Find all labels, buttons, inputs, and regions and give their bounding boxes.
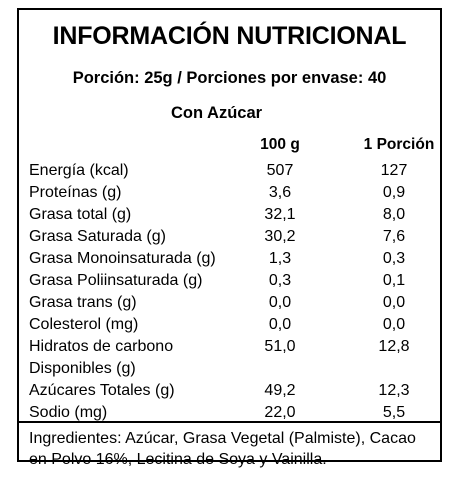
nutrient-name: Grasa total (g) (29, 206, 132, 223)
value-100g: 0,3 (268, 272, 292, 289)
nutrient-row: Energía (kcal) 507 127 (29, 160, 439, 182)
nutrient-name: Sodio (mg) (29, 404, 108, 421)
nutrition-label: INFORMACIÓN NUTRICIONAL Porción: 25g / P… (17, 8, 442, 468)
nutrient-row: Grasa Monoinsaturada (g) 1,3 0,3 (29, 248, 439, 270)
column-header-portion: 1 Porción (363, 136, 435, 153)
nutrient-row: Hidratos de carbono 51,0 12,8 (29, 336, 439, 358)
nutrient-row: Grasa Poliinsaturada (g) 0,3 0,1 (29, 270, 439, 292)
nutrient-name: Proteínas (g) (29, 184, 122, 201)
value-portion: 7,6 (382, 228, 406, 245)
value-100g: 0,0 (268, 316, 292, 333)
nutrient-name: Grasa Poliinsaturada (g) (29, 272, 203, 289)
value-portion: 127 (380, 162, 408, 179)
value-100g: 49,2 (264, 382, 296, 399)
nutrient-name: Azúcares Totales (g) (29, 382, 175, 399)
nutrient-row: Grasa total (g) 32,1 8,0 (29, 204, 439, 226)
nutrient-name: Hidratos de carbono (29, 338, 174, 355)
value-portion: 0,3 (382, 250, 406, 267)
nutrient-row: Azúcares Totales (g) 49,2 12,3 (29, 380, 439, 402)
nutrient-row: Sodio (mg) 22,0 5,5 (29, 402, 439, 424)
value-100g: 51,0 (264, 338, 296, 355)
nutrient-row: Colesterol (mg) 0,0 0,0 (29, 314, 439, 336)
value-portion: 0,1 (382, 272, 406, 289)
value-100g: 1,3 (268, 250, 292, 267)
nutrient-name: Disponibles (g) (29, 360, 136, 377)
nutrient-name: Colesterol (mg) (29, 316, 139, 333)
value-portion: 8,0 (382, 206, 406, 223)
column-header-100g: 100 g (260, 136, 300, 153)
serving-info: Porción: 25g / Porciones por envase: 40 (72, 69, 387, 87)
value-portion: 0,0 (382, 316, 406, 333)
value-portion: 12,3 (378, 382, 410, 399)
nutrient-table: Energía (kcal) 507 127 Proteínas (g) 3,6… (29, 160, 439, 424)
value-portion: 0,9 (382, 184, 406, 201)
nutrient-row: Grasa Saturada (g) 30,2 7,6 (29, 226, 439, 248)
nutrient-name: Grasa Monoinsaturada (g) (29, 250, 216, 267)
value-100g: 32,1 (264, 206, 296, 223)
value-portion: 5,5 (382, 404, 406, 421)
nutrient-row: Proteínas (g) 3,6 0,9 (29, 182, 439, 204)
value-100g: 0,0 (268, 294, 292, 311)
value-portion: 0,0 (382, 294, 406, 311)
label-title: INFORMACIÓN NUTRICIONAL (52, 22, 407, 50)
nutrient-row: Grasa trans (g) 0,0 0,0 (29, 292, 439, 314)
variant-subtitle: Con Azúcar (171, 104, 263, 122)
value-100g: 3,6 (268, 184, 292, 201)
value-100g: 30,2 (264, 228, 296, 245)
value-portion: 12,8 (378, 338, 410, 355)
value-100g: 22,0 (264, 404, 296, 421)
ingredients-divider (19, 421, 440, 423)
nutrient-row: Disponibles (g) (29, 358, 439, 380)
nutrient-name: Grasa Saturada (g) (29, 228, 166, 245)
nutrient-name: Energía (kcal) (29, 162, 129, 179)
nutrient-name: Grasa trans (g) (29, 294, 137, 311)
value-100g: 507 (266, 162, 294, 179)
ingredients-text: Ingredientes: Azúcar, Grasa Vegetal (Pal… (29, 430, 416, 468)
